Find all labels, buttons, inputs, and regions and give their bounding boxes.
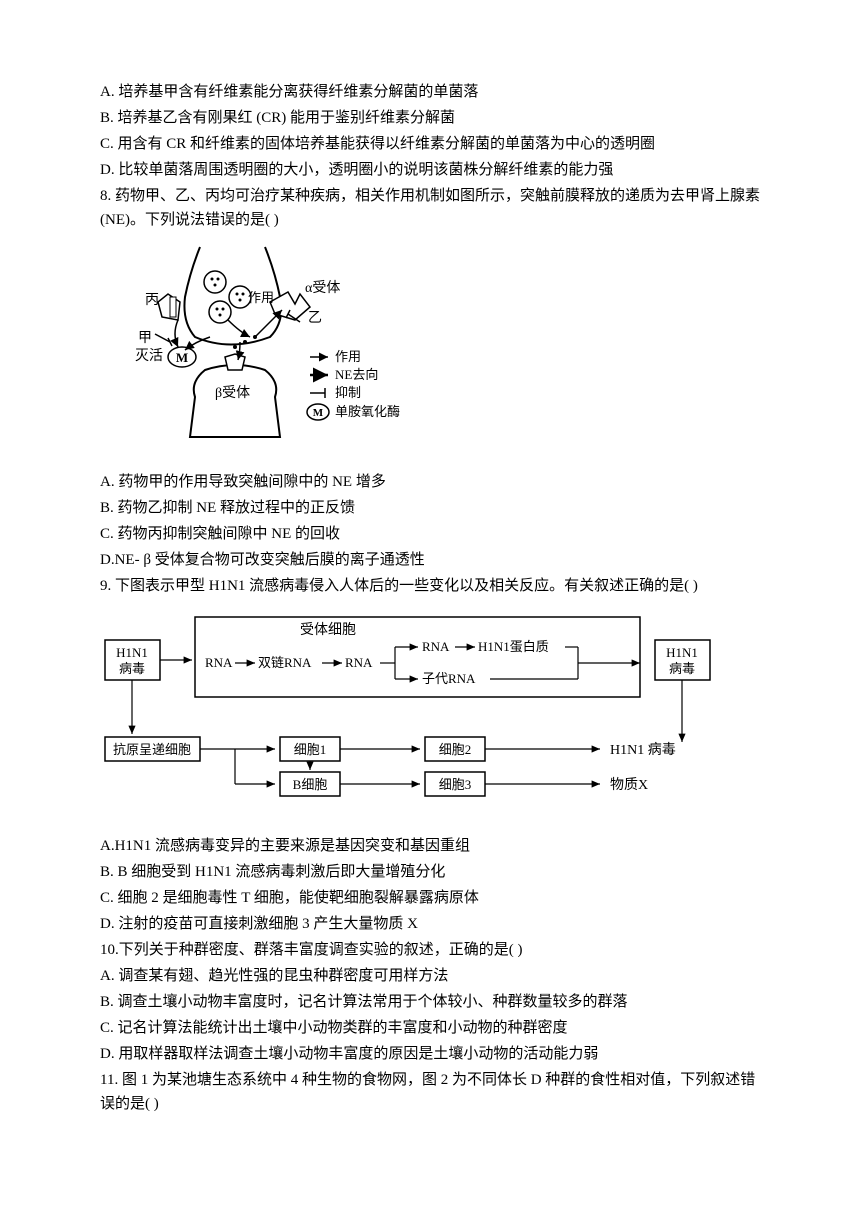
q9-option-b: B. B 细胞受到 H1N1 流感病毒刺激后即大量增殖分化 [100, 860, 760, 884]
svg-text:子代RNA: 子代RNA [422, 671, 476, 686]
svg-text:细胞2: 细胞2 [439, 742, 472, 757]
q8-option-b: B. 药物乙抑制 NE 释放过程中的正反馈 [100, 496, 760, 520]
q8-option-d: D.NE- β 受体复合物可改变突触后膜的离子通透性 [100, 548, 760, 572]
label-alpha: α受体 [305, 280, 340, 296]
q9-option-c: C. 细胞 2 是细胞毒性 T 细胞，能使靶细胞裂解暴露病原体 [100, 886, 760, 910]
q10-lead: 10.下列关于种群密度、群落丰富度调查实验的叙述，正确的是( ) [100, 938, 760, 962]
q10-option-b: B. 调查土壤小动物丰富度时，记名计算法常用于个体较小、种群数量较多的群落 [100, 990, 760, 1014]
svg-text:物质X: 物质X [610, 777, 648, 793]
svg-text:M: M [313, 407, 324, 419]
svg-text:RNA: RNA [345, 655, 373, 670]
svg-text:B细胞: B细胞 [293, 777, 328, 792]
q11-lead: 11. 图 1 为某池塘生态系统中 4 种生物的食物网，图 2 为不同体长 D … [100, 1068, 760, 1116]
q10-option-a: A. 调查某有翅、趋光性强的昆虫种群密度可用样方法 [100, 964, 760, 988]
svg-text:抗原呈递细胞: 抗原呈递细胞 [113, 742, 191, 757]
svg-text:RNA: RNA [205, 655, 233, 670]
q9-option-d: D. 注射的疫苗可直接刺激细胞 3 产生大量物质 X [100, 912, 760, 936]
svg-text:双链RNA: 双链RNA [258, 655, 312, 670]
q9-option-a: A.H1N1 流感病毒变异的主要来源是基因突变和基因重组 [100, 834, 760, 858]
label-beta: β受体 [215, 385, 250, 401]
svg-text:作用: 作用 [335, 349, 361, 364]
svg-text:细胞3: 细胞3 [439, 777, 472, 792]
svg-text:H1N1: H1N1 [666, 645, 698, 660]
svg-text:H1N1: H1N1 [116, 645, 148, 660]
svg-text:H1N1 病毒: H1N1 病毒 [610, 742, 676, 758]
svg-text:单胺氧化酶: 单胺氧化酶 [335, 404, 400, 419]
q8-lead: 8. 药物甲、乙、丙均可治疗某种疾病，相关作用机制如图所示，突触前膜释放的递质为… [100, 184, 760, 232]
q7-option-c: C. 用含有 CR 和纤维素的固体培养基能获得以纤维素分解菌的单菌落为中心的透明… [100, 132, 760, 156]
label-miehua: 灭活 [135, 348, 163, 364]
svg-text:抑制: 抑制 [335, 385, 361, 400]
q7-option-d: D. 比较单菌落周围透明圈的大小，透明圈小的说明该菌株分解纤维素的能力强 [100, 158, 760, 182]
svg-text:病毒: 病毒 [119, 661, 145, 676]
label-yi: 乙 [308, 310, 322, 326]
q7-option-b: B. 培养基乙含有刚果红 (CR) 能用于鉴别纤维素分解菌 [100, 106, 760, 130]
q8-option-a: A. 药物甲的作用导致突触间隙中的 NE 增多 [100, 470, 760, 494]
label-jia: 甲 [138, 331, 152, 346]
svg-text:NE去向: NE去向 [335, 367, 378, 382]
q10-option-c: C. 记名计算法能统计出土壤中小动物类群的丰富度和小动物的种群密度 [100, 1016, 760, 1040]
q9-flowchart: H1N1 病毒 受体细胞 RNA 双链RNA RNA RNA H1N1蛋白质 子… [100, 612, 720, 820]
label-bing: 丙 [145, 293, 159, 308]
svg-text:H1N1蛋白质: H1N1蛋白质 [478, 639, 549, 654]
svg-text:RNA: RNA [422, 639, 450, 654]
q10-option-d: D. 用取样器取样法调查土壤小动物丰富度的原因是土壤小动物的活动能力弱 [100, 1042, 760, 1066]
q8-option-c: C. 药物丙抑制突触间隙中 NE 的回收 [100, 522, 760, 546]
svg-text:病毒: 病毒 [669, 661, 695, 676]
svg-text:受体细胞: 受体细胞 [300, 622, 356, 638]
label-zuoyong: 作用 [248, 290, 274, 305]
svg-text:M: M [176, 350, 188, 365]
svg-text:细胞1: 细胞1 [294, 742, 327, 757]
q8-diagram: M 丙 甲 灭活 作用 α受体 乙 β受体 作用 NE去向 抑制 M 单胺氧化酶 [100, 242, 760, 460]
q9-lead: 9. 下图表示甲型 H1N1 流感病毒侵入人体后的一些变化以及相关反应。有关叙述… [100, 574, 760, 598]
q7-option-a: A. 培养基甲含有纤维素能分离获得纤维素分解菌的单菌落 [100, 80, 760, 104]
